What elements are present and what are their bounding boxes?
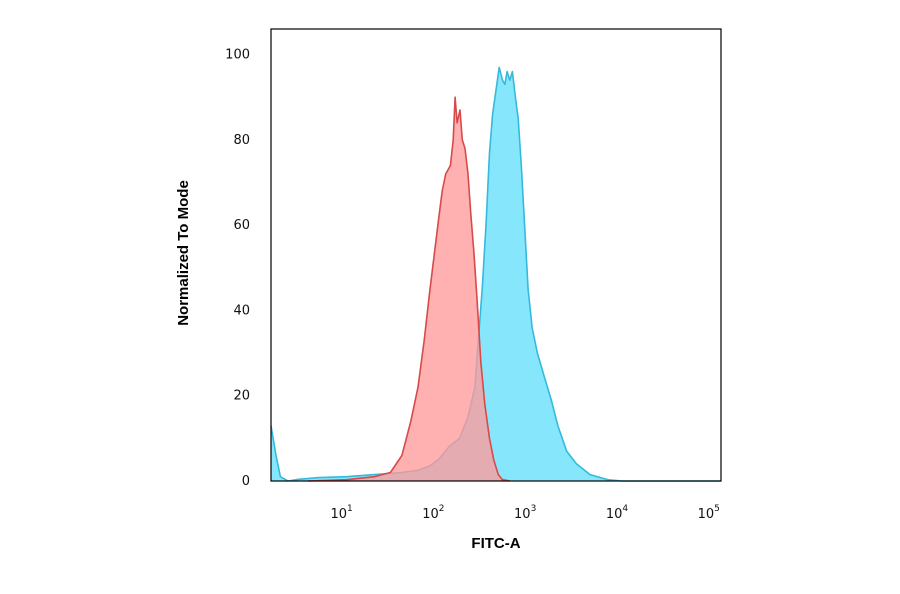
x-tick-label: 101	[330, 504, 352, 522]
x-axis-title: FITC-A	[471, 535, 520, 552]
series-2-line	[270, 66, 721, 482]
x-tick-label: 105	[698, 504, 720, 522]
y-axis-title: Normalized To Mode	[175, 180, 192, 326]
series-1-line	[308, 96, 510, 482]
x-tick-label: 103	[514, 504, 536, 522]
x-tick-label: 102	[422, 504, 444, 522]
x-tick-label: 104	[606, 504, 629, 522]
y-tick-label: 20	[233, 389, 250, 404]
y-tick-label: 60	[233, 218, 250, 233]
y-tick-label: 0	[242, 474, 250, 489]
y-axis-ticks: 0 20 40 60 80 100	[225, 48, 250, 489]
series-1-area	[308, 97, 510, 481]
x-axis-ticks: 101 102 103 104 105	[330, 504, 719, 522]
series-layer	[270, 66, 721, 482]
series-2-area	[271, 67, 721, 482]
y-tick-label: 40	[233, 303, 250, 318]
y-tick-label: 80	[233, 133, 250, 148]
plot-frame	[270, 28, 722, 482]
y-tick-label: 100	[225, 48, 250, 63]
